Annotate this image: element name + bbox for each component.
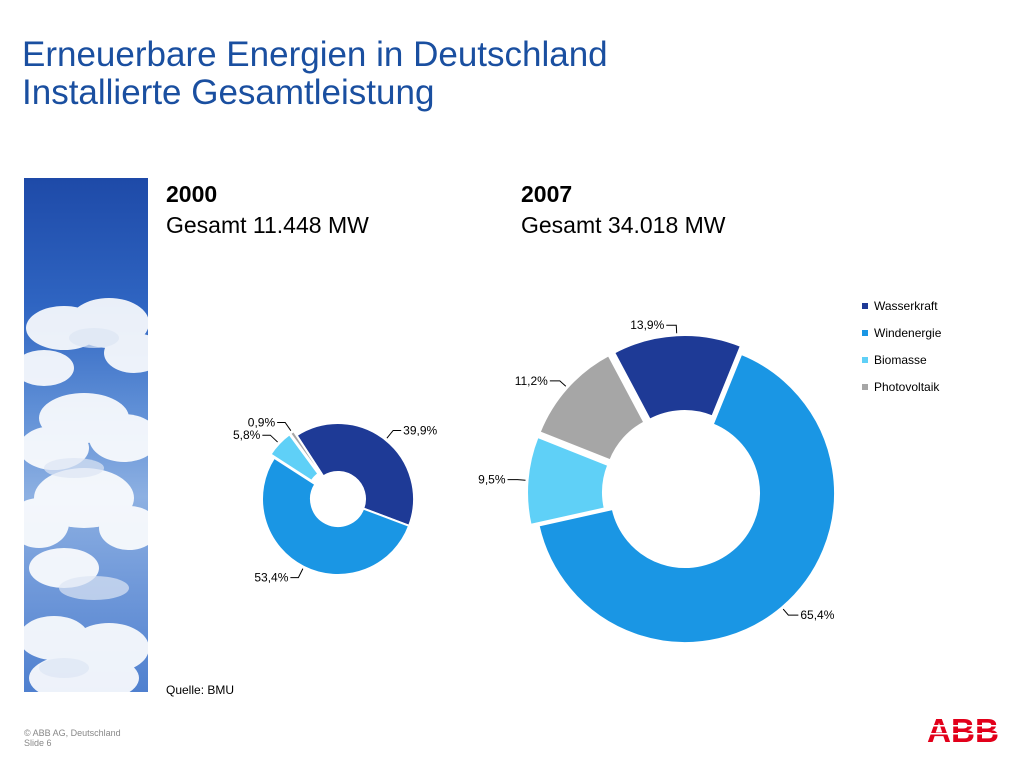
footer: © ABB AG, Deutschland Slide 6: [24, 728, 121, 748]
footer-copyright: © ABB AG, Deutschland: [24, 728, 121, 738]
legend-item-windenergie: Windenergie: [862, 319, 941, 346]
slice-2007-biomasse: [526, 435, 610, 527]
sky-image: [24, 178, 148, 692]
leader-line: [666, 324, 678, 334]
clouds-illustration: [24, 298, 148, 692]
slice-2007-windenergie: [537, 352, 836, 644]
data-label: 65,4%: [800, 608, 834, 622]
legend-swatch: [862, 356, 868, 363]
leader-line: [386, 429, 402, 439]
abb-logo: ABB: [926, 716, 1000, 744]
chart-2000-subtitle: Gesamt 11.448 MW: [166, 212, 369, 238]
slice-2000-biomasse: [269, 432, 320, 483]
data-label: 39,9%: [403, 423, 437, 437]
data-label: 13,9%: [630, 318, 664, 332]
leader-line: [782, 608, 799, 616]
title-line-1: Erneuerbare Energien in Deutschland: [22, 35, 608, 74]
slice-2007-photovoltaik: [538, 353, 646, 462]
source-note: Quelle: BMU: [166, 683, 235, 697]
data-label: 9,5%: [478, 473, 506, 487]
leader-line: [549, 380, 567, 387]
data-label: 5,8%: [233, 428, 261, 442]
data-label: 0,9%: [248, 415, 276, 429]
legend-label: Wasserkraft: [874, 298, 938, 313]
abb-logo-text: ABB: [927, 716, 999, 744]
legend-label: Windenergie: [874, 325, 942, 340]
legend-label: Biomasse: [874, 352, 927, 367]
slice-2007-wasserkraft: [612, 334, 743, 422]
slide-title: Erneuerbare Energien in Deutschland Inst…: [22, 36, 608, 112]
legend-item-biomasse: Biomasse: [862, 346, 941, 373]
data-label: 11,2%: [515, 374, 548, 388]
leader-line: [507, 479, 526, 481]
data-label: 53,4%: [254, 571, 288, 585]
slice-2000-windenergie: [261, 456, 411, 576]
slice-2000-wasserkraft: [295, 422, 415, 528]
legend-swatch: [862, 383, 868, 390]
chart-2000-title: 2000: [166, 181, 218, 207]
legend-item-photovoltaik: Photovoltaik: [862, 373, 941, 400]
chart-2007-subtitle: Gesamt 34.018 MW: [521, 212, 726, 238]
legend-swatch: [862, 329, 868, 336]
legend-label: Photovoltaik: [874, 379, 940, 394]
title-line-2: Installierte Gesamtleistung: [22, 73, 435, 112]
legend-swatch: [862, 302, 868, 309]
footer-slide-number: Slide 6: [24, 738, 52, 748]
chart-legend: Wasserkraft Windenergie Biomasse Photovo…: [862, 292, 941, 400]
leader-line: [277, 421, 292, 431]
slice-2000-photovoltaik: [288, 429, 322, 475]
legend-item-wasserkraft: Wasserkraft: [862, 292, 941, 319]
leader-line: [262, 434, 278, 443]
chart-2007-title: 2007: [521, 181, 573, 207]
leader-line: [290, 568, 304, 579]
